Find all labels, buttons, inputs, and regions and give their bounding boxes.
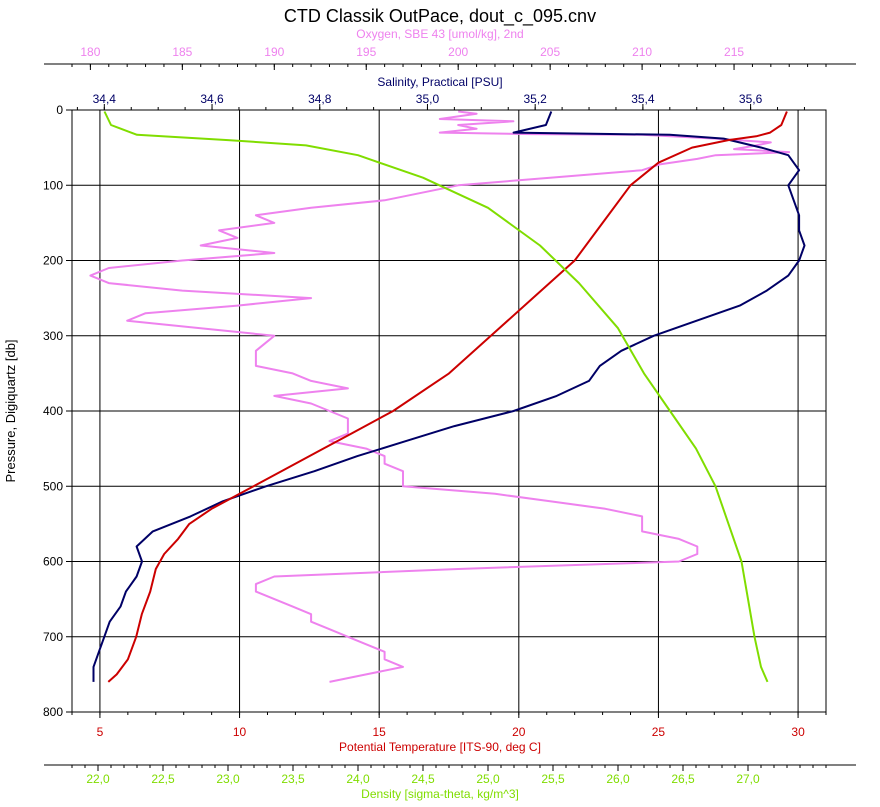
y-axis-label: Pressure, Digiquartz [db] [3, 339, 18, 482]
density-tick-label: 24,0 [346, 772, 370, 786]
oxygen-axis: 180 185 190 195 200 205 210 215 Oxygen, SBE 43 [… [44, 27, 856, 70]
density-axis: 22,0 22,5 23,0 23,5 24,0 24,5 25,0 25,5 26,0 26,5… [44, 764, 856, 801]
temperature-tick-label: 5 [97, 725, 104, 739]
salinity-tick-label: 35,6 [739, 92, 763, 106]
temperature-series-line [107, 111, 788, 683]
temperature-tick-label: 25 [652, 725, 666, 739]
oxygen-tick-label: 215 [724, 45, 744, 59]
temperature-tick-label: 30 [791, 725, 805, 739]
salinity-tick-label: 34,6 [200, 92, 224, 106]
y-tick-label: 0 [56, 103, 63, 117]
salinity-tick-label: 35,4 [631, 92, 655, 106]
oxygen-series-line [89, 110, 791, 683]
salinity-tick-label: 35,0 [416, 92, 440, 106]
density-tick-label: 23,5 [281, 772, 305, 786]
salinity-tick-label: 34,4 [93, 92, 117, 106]
oxygen-tick-label: 200 [448, 45, 468, 59]
temperature-tick-label: 15 [373, 725, 387, 739]
temperature-axis-label: Potential Temperature [ITS-90, deg C] [339, 740, 541, 754]
density-tick-label: 22,5 [151, 772, 175, 786]
y-tick-label: 200 [43, 254, 63, 268]
oxygen-tick-label: 205 [540, 45, 560, 59]
density-tick-label: 25,5 [541, 772, 565, 786]
density-tick-label: 23,0 [216, 772, 240, 786]
density-tick-label: 26,0 [606, 772, 630, 786]
salinity-tick-label: 34,8 [308, 92, 332, 106]
y-tick-label: 300 [43, 329, 63, 343]
density-tick-label: 22,0 [86, 772, 110, 786]
chart-title: CTD Classik OutPace, dout_c_095.cnv [284, 6, 596, 27]
salinity-axis-label: Salinity, Practical [PSU] [377, 75, 502, 89]
oxygen-axis-label: Oxygen, SBE 43 [umol/kg], 2nd [356, 27, 523, 41]
temperature-axis: 5 10 15 20 25 30 Potential Temperature [ITS-90… [71, 712, 827, 754]
y-tick-label: 600 [43, 555, 63, 569]
density-series-line [103, 111, 769, 683]
oxygen-tick-label: 180 [80, 45, 100, 59]
oxygen-tick-label: 195 [356, 45, 376, 59]
density-tick-label: 24,5 [411, 772, 435, 786]
oxygen-tick-label: 185 [172, 45, 192, 59]
oxygen-tick-label: 190 [264, 45, 284, 59]
temperature-tick-label: 10 [233, 725, 247, 739]
y-tick-label: 700 [43, 630, 63, 644]
salinity-series-line [92, 111, 806, 682]
salinity-axis: 34,4 34,6 34,8 35,0 35,2 35,4 35,6 Salinity, Pr… [76, 75, 805, 110]
temperature-tick-label: 20 [512, 725, 526, 739]
salinity-tick-label: 35,2 [523, 92, 547, 106]
y-tick-label: 800 [43, 705, 63, 719]
density-axis-label: Density [sigma-theta, kg/m^3] [361, 787, 519, 801]
density-tick-label: 25,0 [476, 772, 500, 786]
y-tick-label: 500 [43, 479, 63, 493]
density-tick-label: 27,0 [736, 772, 760, 786]
y-tick-label: 400 [43, 404, 63, 418]
oxygen-tick-label: 210 [632, 45, 652, 59]
density-tick-label: 26,5 [671, 772, 695, 786]
y-tick-label: 100 [43, 178, 63, 192]
